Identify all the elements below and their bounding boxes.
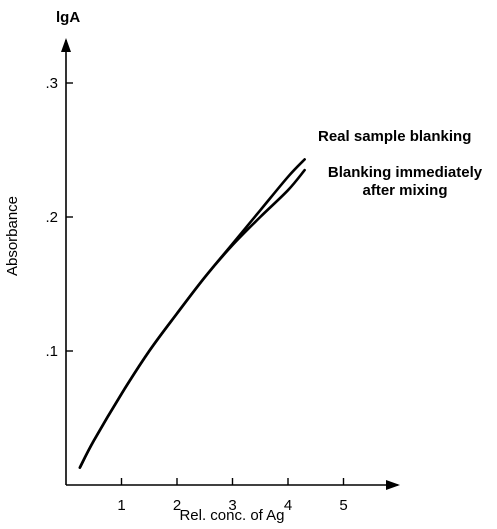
y-tick-label: .2 [45, 209, 58, 226]
annotation-line: after mixing [362, 182, 447, 199]
annotation-line: Real sample blanking [318, 128, 471, 145]
ticks: 1 2 3 4 5 .1 .2 .3 [45, 75, 347, 514]
y-axis-arrow [61, 38, 71, 52]
x-tick-label: 5 [339, 497, 347, 514]
x-tick-label: 1 [117, 497, 125, 514]
x-tick-label: 4 [284, 497, 292, 514]
x-tick-label: 2 [173, 497, 181, 514]
annotation-line: Blanking immediately [328, 164, 483, 181]
series-line-blanking-after-mixing [78, 168, 306, 469]
x-axis-arrow [386, 480, 400, 490]
annotation-real-sample-blanking: Real sample blanking [318, 128, 471, 145]
y-tick-label: .1 [45, 343, 58, 360]
annotations: Real sample blanking Blanking immediately… [318, 128, 483, 199]
x-axis-title: Rel. conc. of Ag [179, 507, 284, 524]
y-axis-top-label: lgA [56, 9, 80, 26]
x-tick-label: 3 [228, 497, 236, 514]
y-tick-label: .3 [45, 75, 58, 92]
annotation-blanking-immediately: Blanking immediately after mixing [328, 164, 483, 199]
series-lines [78, 158, 306, 469]
axes [61, 38, 400, 490]
y-axis-title: Absorbance [4, 196, 21, 276]
